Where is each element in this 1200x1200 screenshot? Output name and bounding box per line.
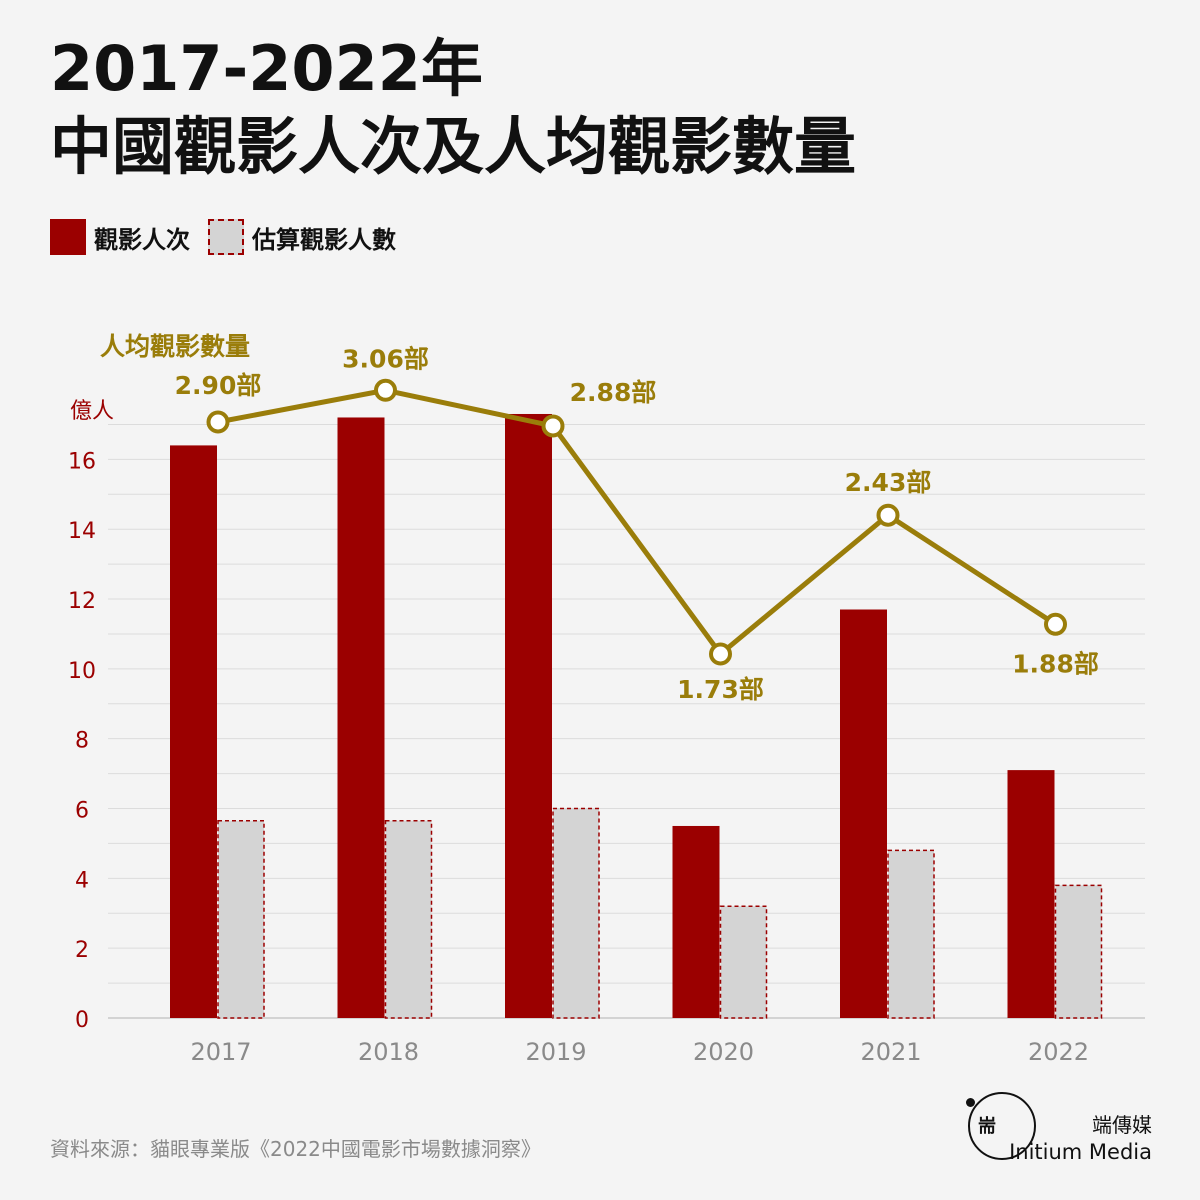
y-tick-label: 2 bbox=[75, 938, 89, 963]
title-line-2: 中國觀影人次及人均觀影數量 bbox=[50, 110, 857, 183]
legend-swatch-estimate bbox=[208, 219, 244, 255]
legend-label-estimate: 估算觀影人數 bbox=[252, 225, 396, 254]
bar-viewings-2017 bbox=[170, 445, 217, 1018]
bar-viewings-2020 bbox=[672, 825, 720, 1018]
y-tick-label: 16 bbox=[68, 449, 96, 474]
y-tick-label: 6 bbox=[75, 799, 89, 824]
title-line-1: 2017-2022年 bbox=[50, 32, 483, 105]
y-tick-label: 0 bbox=[75, 1008, 89, 1033]
bar-viewings-2018 bbox=[337, 417, 385, 1019]
x-tick-label: 2021 bbox=[860, 1038, 921, 1066]
legend-swatch-bars bbox=[50, 219, 86, 255]
bar-estimate-2019 bbox=[552, 807, 600, 1019]
x-tick-label: 2020 bbox=[693, 1038, 754, 1066]
chart-title: 2017-2022年 中國觀影人次及人均觀影數量 bbox=[50, 30, 856, 186]
per-capita-label-2022: 1.88部 bbox=[1012, 649, 1099, 678]
bar-viewings-2022 bbox=[1007, 770, 1055, 1018]
legend-label-bars: 觀影人次 bbox=[94, 225, 190, 254]
x-tick-label: 2017 bbox=[190, 1038, 251, 1066]
chart-area: 0 2 4 6 8 10 12 14 16 億人 2017 2018 2019 2020 2021 2022 2… bbox=[68, 332, 1145, 1066]
bar-estimate-2020 bbox=[719, 905, 768, 1019]
y-tick-label: 14 bbox=[68, 519, 96, 544]
y-tick-label: 10 bbox=[68, 659, 96, 684]
y-tick-label: 12 bbox=[68, 589, 96, 614]
bar-viewings-2019 bbox=[505, 413, 552, 1018]
y-tick-label: 8 bbox=[75, 729, 89, 754]
brand-name-en: Initium Media bbox=[1009, 1140, 1152, 1164]
per-capita-label-2017: 2.90部 bbox=[175, 371, 262, 400]
per-capita-point-2022 bbox=[1044, 612, 1067, 636]
bar-estimate-2022 bbox=[1054, 884, 1103, 1019]
x-tick-label: 2018 bbox=[358, 1038, 419, 1066]
per-capita-point-2018 bbox=[374, 378, 397, 402]
per-capita-series-label: 人均觀影數量 bbox=[100, 332, 250, 361]
bar-estimate-2021 bbox=[887, 849, 935, 1019]
per-capita-point-2019 bbox=[541, 414, 565, 438]
per-capita-label-2021: 2.43部 bbox=[845, 468, 932, 497]
per-capita-point-2017 bbox=[206, 410, 230, 434]
legend: 觀影人次 估算觀影人數 bbox=[50, 219, 414, 255]
bar-estimate-2017 bbox=[217, 819, 265, 1019]
brand-name: 端傳媒 Initium Media bbox=[1009, 1112, 1152, 1166]
per-capita-label-2020: 1.73部 bbox=[677, 675, 764, 704]
per-capita-point-2021 bbox=[876, 503, 900, 527]
x-tick-label: 2022 bbox=[1028, 1038, 1089, 1066]
source-note: 資料來源：貓眼專業版《2022中國電影市場數據洞察》 bbox=[50, 1137, 541, 1161]
brand-logo: 耑 bbox=[966, 1092, 1036, 1160]
per-capita-point-2020 bbox=[709, 642, 732, 666]
y-tick-label: 4 bbox=[75, 868, 89, 893]
per-capita-label-2018: 3.06部 bbox=[342, 344, 429, 373]
bar-estimate-2018 bbox=[384, 819, 433, 1019]
bar-viewings-2021 bbox=[840, 609, 887, 1018]
y-axis-unit: 億人 bbox=[70, 399, 114, 424]
x-tick-label: 2019 bbox=[525, 1038, 586, 1066]
logo-mark: 耑 bbox=[978, 1116, 997, 1137]
logo-dot-icon bbox=[966, 1098, 975, 1107]
brand-name-cn: 端傳媒 bbox=[1092, 1113, 1152, 1137]
per-capita-label-2019: 2.88部 bbox=[570, 378, 657, 407]
per-capita-line bbox=[217, 387, 1057, 657]
